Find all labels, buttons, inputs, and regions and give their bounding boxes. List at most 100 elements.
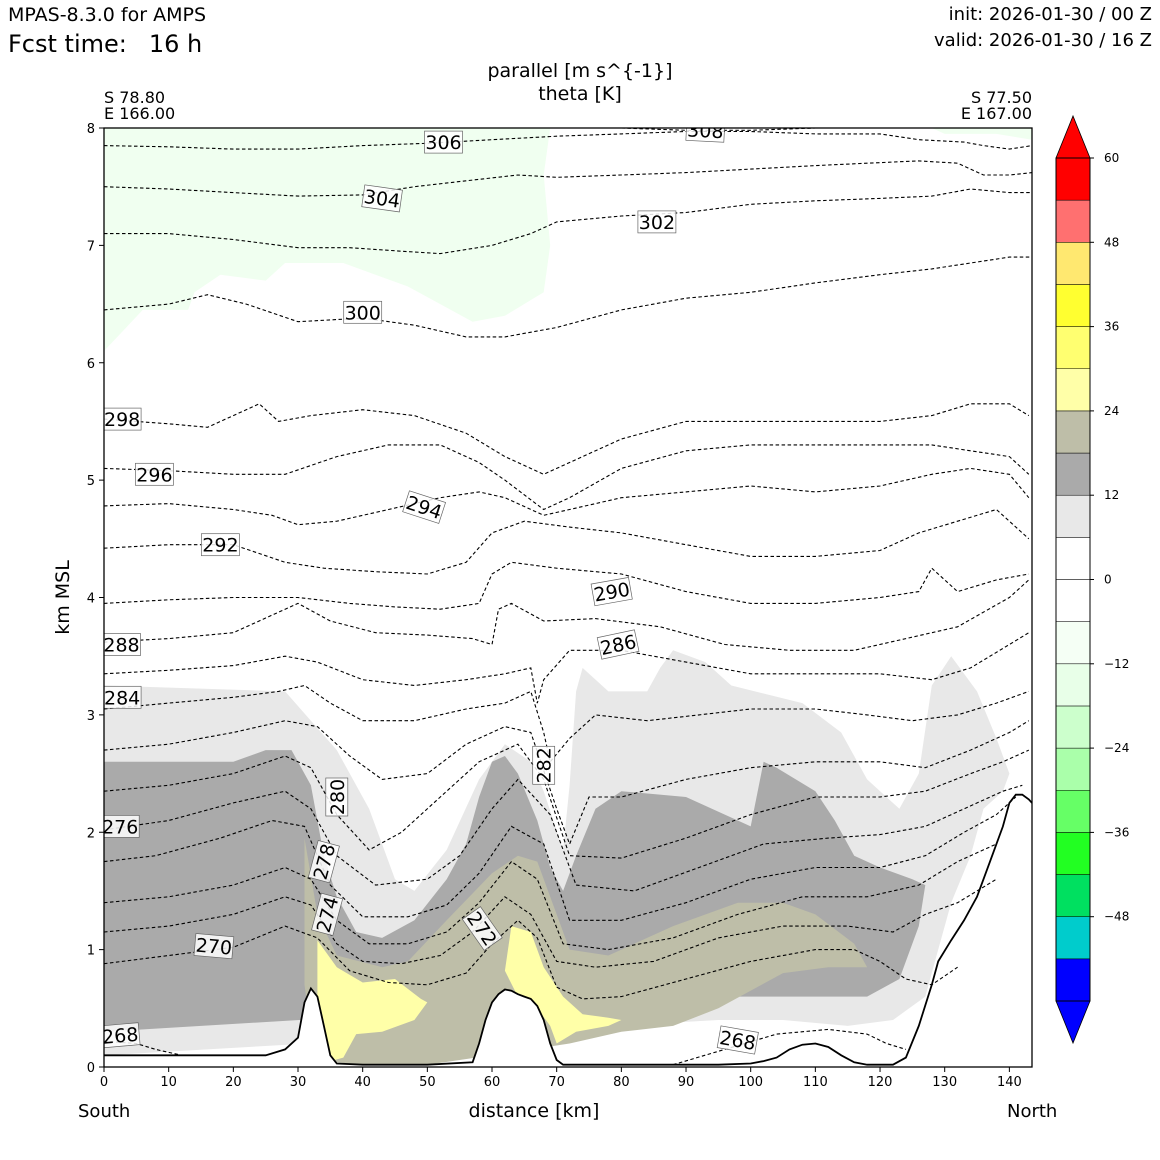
contour-label-box <box>402 490 447 524</box>
contour-label-box <box>424 130 463 154</box>
colorbar-segment-6 <box>1055 705 1091 749</box>
contour-label-270: 270 <box>195 935 233 960</box>
colorbar-over-arrow <box>1055 114 1091 159</box>
chart-subtitle: theta [K] <box>538 83 622 105</box>
theta-contour-296 <box>104 444 1030 511</box>
colorbar-tick-label: 0 <box>1104 573 1112 587</box>
shading-region-1 <box>931 128 1032 140</box>
y-tick-label-6: 6 <box>87 357 95 372</box>
colorbar-tick-label: −24 <box>1104 741 1129 755</box>
contour-label-296: 296 <box>136 464 172 486</box>
contour-label-group: 298 <box>104 407 142 431</box>
contour-label-308: 308 <box>687 119 724 143</box>
contour-label-group: 290 <box>590 577 633 607</box>
colorbar-tick-label: 48 <box>1104 235 1119 249</box>
contour-label-276: 276 <box>102 816 138 838</box>
model-title: MPAS-8.3.0 for AMPS <box>8 4 207 26</box>
x-tick-label-120: 120 <box>868 1075 893 1090</box>
colorbar-tick-label: 24 <box>1104 404 1119 418</box>
contour-label-box <box>637 210 677 234</box>
left-endpoint-coords: S 78.80 E 166.00 <box>104 90 175 122</box>
contour-label-group: 268 <box>101 1022 141 1049</box>
contour-label-306: 306 <box>425 132 461 154</box>
contour-label-box <box>685 128 726 143</box>
theta-contour-300 <box>104 256 1032 338</box>
colorbar-tick-label: 36 <box>1104 320 1119 334</box>
contour-label-box <box>590 577 633 607</box>
colorbar-segment-11 <box>1055 494 1091 538</box>
y-tick-label-7: 7 <box>87 239 95 254</box>
x-tick-label-110: 110 <box>803 1075 828 1090</box>
contour-label-group: 280 <box>325 777 349 817</box>
x-tick-label-10: 10 <box>160 1075 177 1090</box>
theta-contour-286 <box>104 632 1030 704</box>
contour-label-group: 292 <box>201 533 240 557</box>
contour-label-group: 302 <box>637 210 677 234</box>
contour-label-box <box>325 777 349 817</box>
theta-contour-292 <box>104 508 1030 575</box>
theta-contour-272 <box>104 878 997 968</box>
contour-label-group: 270 <box>193 933 235 960</box>
contour-label-group: 276 <box>102 815 140 838</box>
contour-label-box <box>361 184 403 213</box>
theta-contour-294 <box>104 467 1030 526</box>
contour-label-300: 300 <box>345 302 381 324</box>
colorbar-segment-0 <box>1055 958 1091 1002</box>
theta-contour-274 <box>104 843 997 951</box>
contour-label-268: 268 <box>101 1024 139 1049</box>
y-tick-label-4: 4 <box>87 592 95 607</box>
colorbar-segment-3 <box>1055 832 1091 875</box>
theta-contour-290 <box>104 561 1029 610</box>
forecast-time: Fcst time: 16 h <box>8 30 202 58</box>
colorbar-segment-9 <box>1055 579 1091 622</box>
theta-contour-278 <box>104 778 1023 892</box>
theta-contour-282 <box>104 720 1030 846</box>
x-tick-label-80: 80 <box>613 1075 630 1090</box>
contour-label-box <box>104 815 140 838</box>
contour-label-box <box>532 745 556 785</box>
y-tick-label-8: 8 <box>87 122 95 137</box>
colorbar-segment-17 <box>1055 242 1091 285</box>
terrain-mask <box>104 794 1032 1067</box>
contour-label-280: 280 <box>327 779 349 815</box>
right-lon: E 167.00 <box>960 104 1032 123</box>
contour-label-box <box>343 300 383 324</box>
shading-region-0 <box>104 128 551 351</box>
colorbar-segment-19 <box>1055 157 1091 201</box>
theta-contour-306 <box>104 130 1032 150</box>
colorbar-under-arrow <box>1055 1000 1091 1045</box>
chart-title: parallel [m s^{-1}] <box>487 60 673 82</box>
colorbar-segment-12 <box>1055 452 1091 496</box>
left-lon: E 166.00 <box>104 104 176 123</box>
contour-label-box <box>311 892 344 937</box>
y-tick-label-5: 5 <box>87 474 95 489</box>
right-endpoint-coords: S 77.50 E 167.00 <box>961 90 1032 122</box>
forecast-time-value: 16 h <box>148 30 203 58</box>
theta-contour-280 <box>104 743 1030 859</box>
colorbar-tick-label: −48 <box>1104 910 1129 924</box>
colorbar-segment-4 <box>1055 790 1091 833</box>
theta-contour-270 <box>104 919 958 1000</box>
init-time: init: 2026-01-30 / 00 Z <box>948 4 1152 25</box>
x-tick-label-90: 90 <box>678 1075 695 1090</box>
contour-label-group: 284 <box>104 685 142 709</box>
contour-label-box <box>716 1025 759 1055</box>
colorbar-segment-7 <box>1055 663 1091 707</box>
y-axis-label: km MSL <box>52 560 74 635</box>
theta-contour-302 <box>104 188 1032 255</box>
theta-contour-276 <box>104 796 1017 921</box>
y-tick-label-1: 1 <box>87 944 95 959</box>
colorbar-tick-label: 60 <box>1104 151 1119 165</box>
colorbar-segment-13 <box>1055 410 1091 454</box>
contour-label-288: 288 <box>103 635 139 657</box>
colorbar-segment-15 <box>1055 326 1091 370</box>
right-lat: S 77.50 <box>970 88 1032 107</box>
x-tick-label-100: 100 <box>738 1075 763 1090</box>
contour-label-box <box>461 906 503 951</box>
colorbar-segment-10 <box>1055 537 1091 580</box>
contour-label-304: 304 <box>362 186 401 213</box>
x-tick-label-140: 140 <box>997 1075 1022 1090</box>
contour-label-302: 302 <box>639 212 675 234</box>
terrain-line <box>104 793 1032 1066</box>
theta-contour-304 <box>104 160 1032 197</box>
